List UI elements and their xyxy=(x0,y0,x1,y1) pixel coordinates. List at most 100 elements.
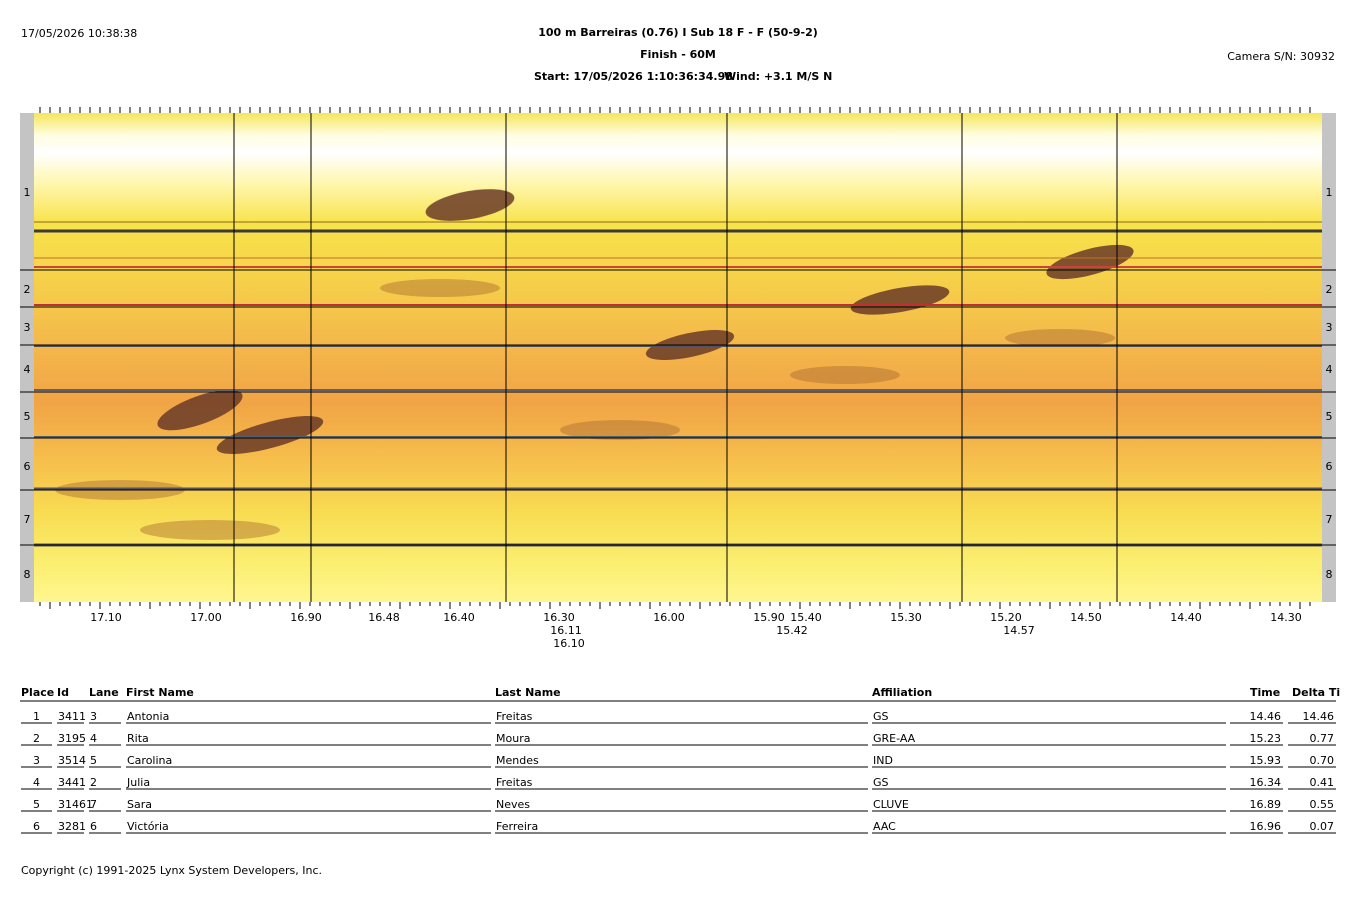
time-label: 16.48 xyxy=(368,611,400,624)
column-header: Delta Ti xyxy=(1292,686,1341,699)
lane-label: 4 xyxy=(23,363,31,376)
start-time: Start: 17/05/2026 1:10:36:34.98 xyxy=(534,70,733,83)
table-cell: 2 xyxy=(33,732,40,745)
table-cell: 16.89 xyxy=(1249,798,1282,811)
shadows xyxy=(55,279,1115,540)
lane-label: 2 xyxy=(1325,283,1333,296)
table-cell: 1 xyxy=(33,710,40,723)
table-cell: GS xyxy=(873,776,889,789)
time-label: 17.10 xyxy=(90,611,122,624)
time-label: 15.40 xyxy=(790,611,822,624)
table-cell: 0.77 xyxy=(1309,732,1335,745)
table-cell: 3281 xyxy=(58,820,86,833)
table-cell: Julia xyxy=(127,776,151,789)
table-cell: 4 xyxy=(90,732,97,745)
table-cell: 5 xyxy=(33,798,40,811)
column-header: First Name xyxy=(126,686,194,699)
column-header: Id xyxy=(57,686,69,699)
table-cell: 15.93 xyxy=(1249,754,1282,767)
column-header: Last Name xyxy=(495,686,561,699)
table-cell: Ferreira xyxy=(496,820,539,833)
table-cell: 14.46 xyxy=(1302,710,1335,723)
time-label: 16.90 xyxy=(290,611,322,624)
table-cell: Sara xyxy=(127,798,152,811)
time-label: 14.40 xyxy=(1170,611,1202,624)
time-label: 16.00 xyxy=(653,611,685,624)
table-cell: 2 xyxy=(90,776,97,789)
table-cell: 31461 xyxy=(58,798,93,811)
table-cell: 3441 xyxy=(58,776,86,789)
lane-label: 5 xyxy=(1325,410,1333,423)
time-label: 15.90 xyxy=(753,611,785,624)
time-label: 15.30 xyxy=(890,611,922,624)
table-cell: 6 xyxy=(90,820,97,833)
table-cell: 7 xyxy=(90,798,97,811)
time-label: 14.50 xyxy=(1070,611,1102,624)
lane-label: 1 xyxy=(1325,186,1333,199)
table-cell: 15.23 xyxy=(1249,732,1282,745)
table-cell: Freitas xyxy=(496,710,533,723)
time-label: 16.10 xyxy=(553,637,585,650)
lane-label: 7 xyxy=(1325,513,1333,526)
table-cell: 3514 xyxy=(58,754,86,767)
table-cell: CLUVE xyxy=(873,798,909,811)
table-cell: 5 xyxy=(90,754,97,767)
column-header: Place xyxy=(21,686,55,699)
frame-right xyxy=(1322,113,1336,602)
table-cell: Antonia xyxy=(127,710,170,723)
table-cell: 3 xyxy=(90,710,97,723)
subtitle: Finish - 60M xyxy=(640,48,716,61)
lane-label: 4 xyxy=(1325,363,1333,376)
column-header: Affiliation xyxy=(872,686,933,699)
time-label: 16.30 xyxy=(543,611,575,624)
table-cell: 16.34 xyxy=(1249,776,1282,789)
time-label: 16.11 xyxy=(550,624,582,637)
table-cell: 3195 xyxy=(58,732,86,745)
lane-label: 8 xyxy=(1325,568,1333,581)
title: 100 m Barreiras (0.76) I Sub 18 F - F (5… xyxy=(538,26,818,39)
lane-label: 3 xyxy=(1325,321,1333,334)
table-cell: Mendes xyxy=(496,754,539,767)
copyright: Copyright (c) 1991-2025 Lynx System Deve… xyxy=(21,864,323,877)
time-label: 15.42 xyxy=(776,624,808,637)
lane-label: 3 xyxy=(23,321,31,334)
table-cell: Rita xyxy=(127,732,149,745)
lane-label: 6 xyxy=(1325,460,1333,473)
table-cell: 3411 xyxy=(58,710,86,723)
table-cell: 3 xyxy=(33,754,40,767)
lane-label: 6 xyxy=(23,460,31,473)
table-cell: 0.07 xyxy=(1309,820,1335,833)
wind: Wind: +3.1 M/S N xyxy=(724,70,833,83)
table-cell: 0.41 xyxy=(1309,776,1335,789)
time-label: 17.00 xyxy=(190,611,222,624)
time-label: 14.57 xyxy=(1003,624,1035,637)
table-cell: Moura xyxy=(496,732,531,745)
time-label: 16.40 xyxy=(443,611,475,624)
table-cell: Carolina xyxy=(127,754,173,767)
table-cell: GRE-AA xyxy=(873,732,916,745)
table-cell: AAC xyxy=(873,820,896,833)
table-cell: IND xyxy=(873,754,893,767)
lane-label: 2 xyxy=(23,283,31,296)
table-cell: Freitas xyxy=(496,776,533,789)
table-cell: GS xyxy=(873,710,889,723)
lane-label: 7 xyxy=(23,513,31,526)
table-cell: 0.70 xyxy=(1309,754,1335,767)
frame-left xyxy=(20,113,34,602)
lane-label: 5 xyxy=(23,410,31,423)
timestamp: 17/05/2026 10:38:38 xyxy=(21,27,138,40)
column-header: Lane xyxy=(89,686,119,699)
table-cell: Victória xyxy=(127,820,169,833)
table-cell: 16.96 xyxy=(1249,820,1282,833)
time-label: 14.30 xyxy=(1270,611,1302,624)
runners xyxy=(157,189,1134,454)
time-label: 15.20 xyxy=(990,611,1022,624)
table-cell: 0.55 xyxy=(1309,798,1335,811)
table-cell: Neves xyxy=(496,798,531,811)
column-header: Time xyxy=(1250,686,1281,699)
table-cell: 4 xyxy=(33,776,40,789)
table-cell: 14.46 xyxy=(1249,710,1282,723)
table-cell: 6 xyxy=(33,820,40,833)
